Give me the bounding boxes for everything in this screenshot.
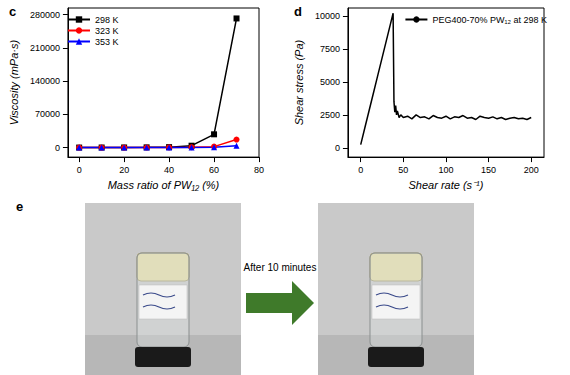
svg-text:60: 60 xyxy=(209,165,219,175)
svg-text:c: c xyxy=(9,4,16,19)
svg-text:2500: 2500 xyxy=(320,110,340,120)
svg-text:100: 100 xyxy=(438,165,453,175)
svg-text:80: 80 xyxy=(254,165,264,175)
svg-text:323 K: 323 K xyxy=(95,26,119,36)
svg-text:d: d xyxy=(294,4,302,19)
svg-text:40: 40 xyxy=(164,165,174,175)
svg-text:0: 0 xyxy=(335,143,340,153)
svg-text:280000: 280000 xyxy=(30,10,60,20)
svg-text:0: 0 xyxy=(358,165,363,175)
svg-text:0: 0 xyxy=(77,165,82,175)
svg-text:7500: 7500 xyxy=(320,44,340,54)
svg-text:Shear stress (Pa): Shear stress (Pa) xyxy=(293,39,305,125)
svg-text:After 10 minutes: After 10 minutes xyxy=(244,262,317,273)
svg-text:70000: 70000 xyxy=(35,109,60,119)
svg-text:5000: 5000 xyxy=(320,77,340,87)
svg-text:200: 200 xyxy=(524,165,539,175)
svg-text:50: 50 xyxy=(398,165,408,175)
svg-text:Viscosity (mPa·s): Viscosity (mPa·s) xyxy=(8,40,20,126)
svg-text:20: 20 xyxy=(119,165,129,175)
svg-text:10000: 10000 xyxy=(315,11,340,21)
svg-text:Mass ratio of PW₁₂ (%): Mass ratio of PW₁₂ (%) xyxy=(108,179,220,191)
svg-text:0: 0 xyxy=(55,143,60,153)
svg-text:e: e xyxy=(16,199,23,214)
svg-text:210000: 210000 xyxy=(30,43,60,53)
svg-text:298 K: 298 K xyxy=(95,15,119,25)
svg-text:PEG400-70% PW₁₂ at 298 K: PEG400-70% PW₁₂ at 298 K xyxy=(432,15,547,25)
svg-text:150: 150 xyxy=(481,165,496,175)
svg-text:353 K: 353 K xyxy=(95,37,119,47)
svg-text:140000: 140000 xyxy=(30,76,60,86)
svg-text:Shear rate (s⁻¹): Shear rate (s⁻¹) xyxy=(409,179,484,191)
